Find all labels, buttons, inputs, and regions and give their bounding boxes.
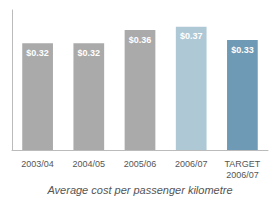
svg-text:$0.32: $0.32 [78,48,101,58]
svg-text:$0.37: $0.37 [180,31,203,41]
svg-text:TARGET: TARGET [224,159,260,169]
svg-text:2006/07: 2006/07 [226,170,259,180]
svg-text:Average cost per passenger kil: Average cost per passenger kilometre [46,184,232,196]
svg-text:2005/06: 2005/06 [124,159,157,169]
svg-text:$0.32: $0.32 [26,48,49,58]
svg-text:2004/05: 2004/05 [73,159,106,169]
svg-text:$0.36: $0.36 [129,35,152,45]
svg-text:2006/07: 2006/07 [175,159,208,169]
svg-text:2003/04: 2003/04 [21,159,54,169]
svg-text:$0.33: $0.33 [231,45,254,55]
